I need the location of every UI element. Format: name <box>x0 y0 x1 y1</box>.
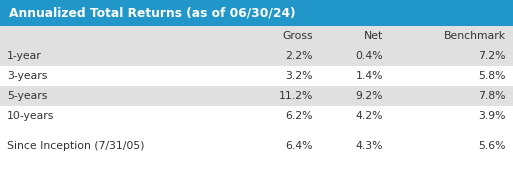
Bar <box>0 26 513 46</box>
Text: 5-years: 5-years <box>7 91 47 101</box>
Text: Annualized Total Returns (as of 06/30/24): Annualized Total Returns (as of 06/30/24… <box>9 6 295 19</box>
Text: 7.2%: 7.2% <box>479 51 506 61</box>
Bar <box>0 86 513 106</box>
Text: 3-years: 3-years <box>7 71 47 81</box>
Text: Net: Net <box>364 31 383 41</box>
Text: Benchmark: Benchmark <box>444 31 506 41</box>
Text: 11.2%: 11.2% <box>279 91 313 101</box>
Text: 0.4%: 0.4% <box>356 51 383 61</box>
Text: 7.8%: 7.8% <box>479 91 506 101</box>
Text: 9.2%: 9.2% <box>356 91 383 101</box>
Bar <box>0 66 513 86</box>
Text: 6.4%: 6.4% <box>286 141 313 151</box>
Bar <box>0 46 513 66</box>
Text: 5.8%: 5.8% <box>479 71 506 81</box>
Text: 4.3%: 4.3% <box>356 141 383 151</box>
Text: 4.2%: 4.2% <box>356 111 383 121</box>
Bar <box>0 106 513 126</box>
Text: 10-years: 10-years <box>7 111 54 121</box>
Text: 1-year: 1-year <box>7 51 42 61</box>
Bar <box>0 0 513 26</box>
Text: 5.6%: 5.6% <box>479 141 506 151</box>
Text: 6.2%: 6.2% <box>286 111 313 121</box>
Text: 2.2%: 2.2% <box>286 51 313 61</box>
Text: Since Inception (7/31/05): Since Inception (7/31/05) <box>7 141 145 151</box>
Text: 1.4%: 1.4% <box>356 71 383 81</box>
Bar <box>0 136 513 156</box>
Text: 3.9%: 3.9% <box>479 111 506 121</box>
Text: 3.2%: 3.2% <box>286 71 313 81</box>
Text: Gross: Gross <box>282 31 313 41</box>
